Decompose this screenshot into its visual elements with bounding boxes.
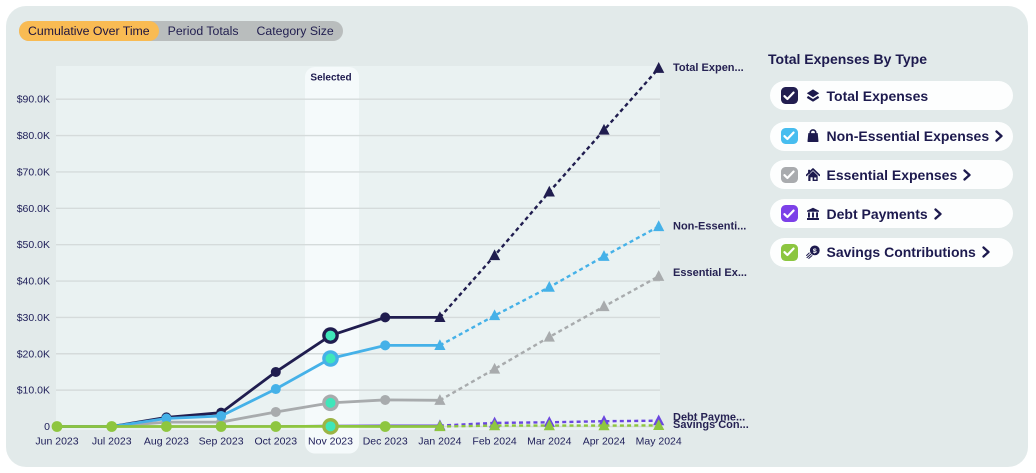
svg-text:Total Expen...: Total Expen... xyxy=(673,62,744,74)
svg-text:$40.0K: $40.0K xyxy=(17,276,50,288)
svg-text:$: $ xyxy=(812,248,816,255)
svg-text:$70.0K: $70.0K xyxy=(17,166,50,178)
svg-text:Essential Ex...: Essential Ex... xyxy=(673,267,747,279)
svg-text:$80.0K: $80.0K xyxy=(17,130,50,142)
svg-text:Jul 2023: Jul 2023 xyxy=(92,436,132,448)
svg-text:May 2024: May 2024 xyxy=(636,436,682,448)
svg-text:Non-Essenti...: Non-Essenti... xyxy=(673,221,746,233)
svg-text:$60.0K: $60.0K xyxy=(17,203,50,215)
svg-text:$20.0K: $20.0K xyxy=(17,348,50,360)
svg-text:Mar 2024: Mar 2024 xyxy=(527,436,572,448)
svg-text:$90.0K: $90.0K xyxy=(17,94,50,106)
svg-text:Jun 2023: Jun 2023 xyxy=(35,436,78,448)
svg-text:Nov 2023: Nov 2023 xyxy=(308,436,353,448)
svg-text:Feb 2024: Feb 2024 xyxy=(472,436,517,448)
svg-text:Apr 2024: Apr 2024 xyxy=(583,436,626,448)
svg-text:$10.0K: $10.0K xyxy=(17,385,50,397)
svg-text:0: 0 xyxy=(44,421,50,433)
svg-text:Jan 2024: Jan 2024 xyxy=(418,436,461,448)
svg-text:Selected: Selected xyxy=(310,73,351,84)
svg-text:$50.0K: $50.0K xyxy=(17,239,50,251)
svg-text:Sep 2023: Sep 2023 xyxy=(199,436,244,448)
svg-text:Debt Payme...: Debt Payme... xyxy=(673,412,745,424)
svg-text:Aug 2023: Aug 2023 xyxy=(144,436,189,448)
svg-text:$30.0K: $30.0K xyxy=(17,312,50,324)
svg-text:Dec 2023: Dec 2023 xyxy=(363,436,408,448)
svg-text:Oct 2023: Oct 2023 xyxy=(254,436,297,448)
svg-text:Savings Con...: Savings Con... xyxy=(673,419,749,431)
